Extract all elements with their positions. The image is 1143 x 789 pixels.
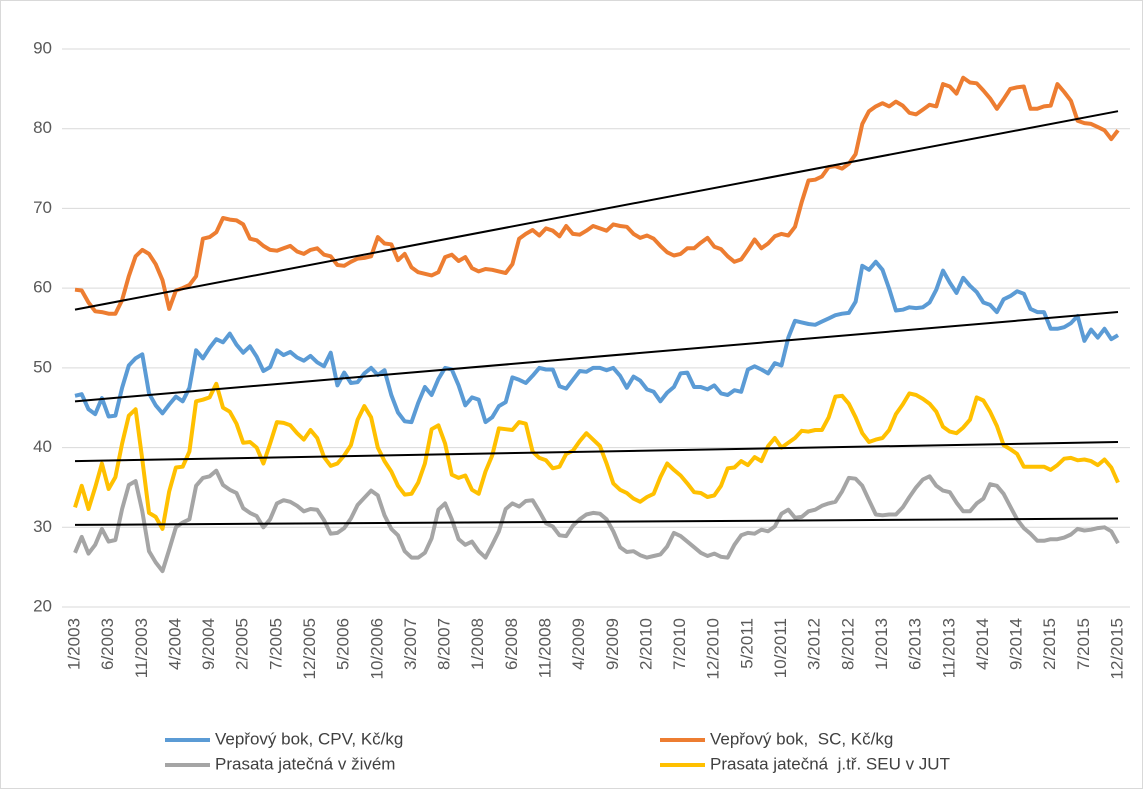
x-tick-label: 2/2015 [1040, 618, 1059, 670]
x-tick-label: 10/2011 [771, 618, 790, 678]
y-tick-label: 70 [33, 198, 52, 217]
x-tick-label: 7/2015 [1074, 618, 1093, 670]
x-tick-label: 12/2010 [704, 618, 723, 679]
x-tick-label: 2/2010 [636, 618, 655, 670]
x-tick-label: 1/2003 [64, 618, 83, 670]
series-line [74, 259, 1120, 425]
x-tick-label: 2/2005 [233, 618, 252, 670]
x-tick-label: 6/2013 [906, 618, 925, 670]
trend-line [74, 517, 1119, 526]
x-tick-label: 4/2014 [973, 618, 992, 670]
x-tick-label: 3/2012 [805, 618, 824, 670]
x-tick-label: 5/2006 [334, 618, 353, 670]
y-tick-label: 60 [33, 278, 52, 297]
x-tick-label: 11/2003 [132, 618, 151, 678]
y-tick-label: 50 [33, 357, 52, 376]
x-tick-label: 12/2005 [300, 618, 319, 679]
x-tick-label: 9/2009 [603, 618, 622, 670]
x-tick-label: 1/2013 [872, 618, 891, 670]
series-line [74, 75, 1120, 316]
x-tick-label: 12/2015 [1107, 618, 1126, 679]
y-tick-label: 90 [33, 38, 52, 57]
legend-label: Prasata jatečná j.tř. SEU v JUT [710, 754, 950, 773]
y-tick-label: 40 [33, 437, 52, 456]
x-tick-label: 4/2009 [569, 618, 588, 670]
trend-line [74, 440, 1119, 463]
legend-label: Vepřový bok, SC, Kč/kg [710, 729, 893, 748]
x-tick-label: 6/2008 [502, 618, 521, 670]
y-tick-label: 80 [33, 118, 52, 137]
y-tick-label: 20 [33, 596, 52, 615]
x-tick-label: 8/2012 [838, 618, 857, 670]
trend-line [74, 110, 1119, 311]
legend-label: Prasata jatečná v živém [215, 754, 395, 773]
series-line [73, 468, 1120, 574]
x-tick-label: 7/2005 [266, 618, 285, 670]
x-tick-label: 1/2008 [468, 618, 487, 670]
trend-line [74, 311, 1119, 403]
legend-label: Vepřový bok, CPV, Kč/kg [215, 729, 403, 748]
x-tick-label: 5/2011 [737, 618, 756, 669]
x-tick-label: 10/2006 [367, 618, 386, 679]
x-tick-label: 6/2003 [98, 618, 117, 670]
x-tick-label: 4/2004 [165, 618, 184, 670]
x-tick-label: 9/2004 [199, 618, 218, 670]
y-tick-label: 30 [33, 517, 52, 536]
x-tick-label: 9/2014 [1007, 618, 1026, 670]
x-tick-label: 7/2010 [670, 618, 689, 670]
x-tick-label: 8/2007 [435, 618, 454, 670]
x-tick-label: 11/2013 [939, 618, 958, 678]
series-line [73, 381, 1120, 531]
x-tick-label: 11/2008 [536, 618, 555, 678]
x-tick-label: 3/2007 [401, 618, 420, 670]
